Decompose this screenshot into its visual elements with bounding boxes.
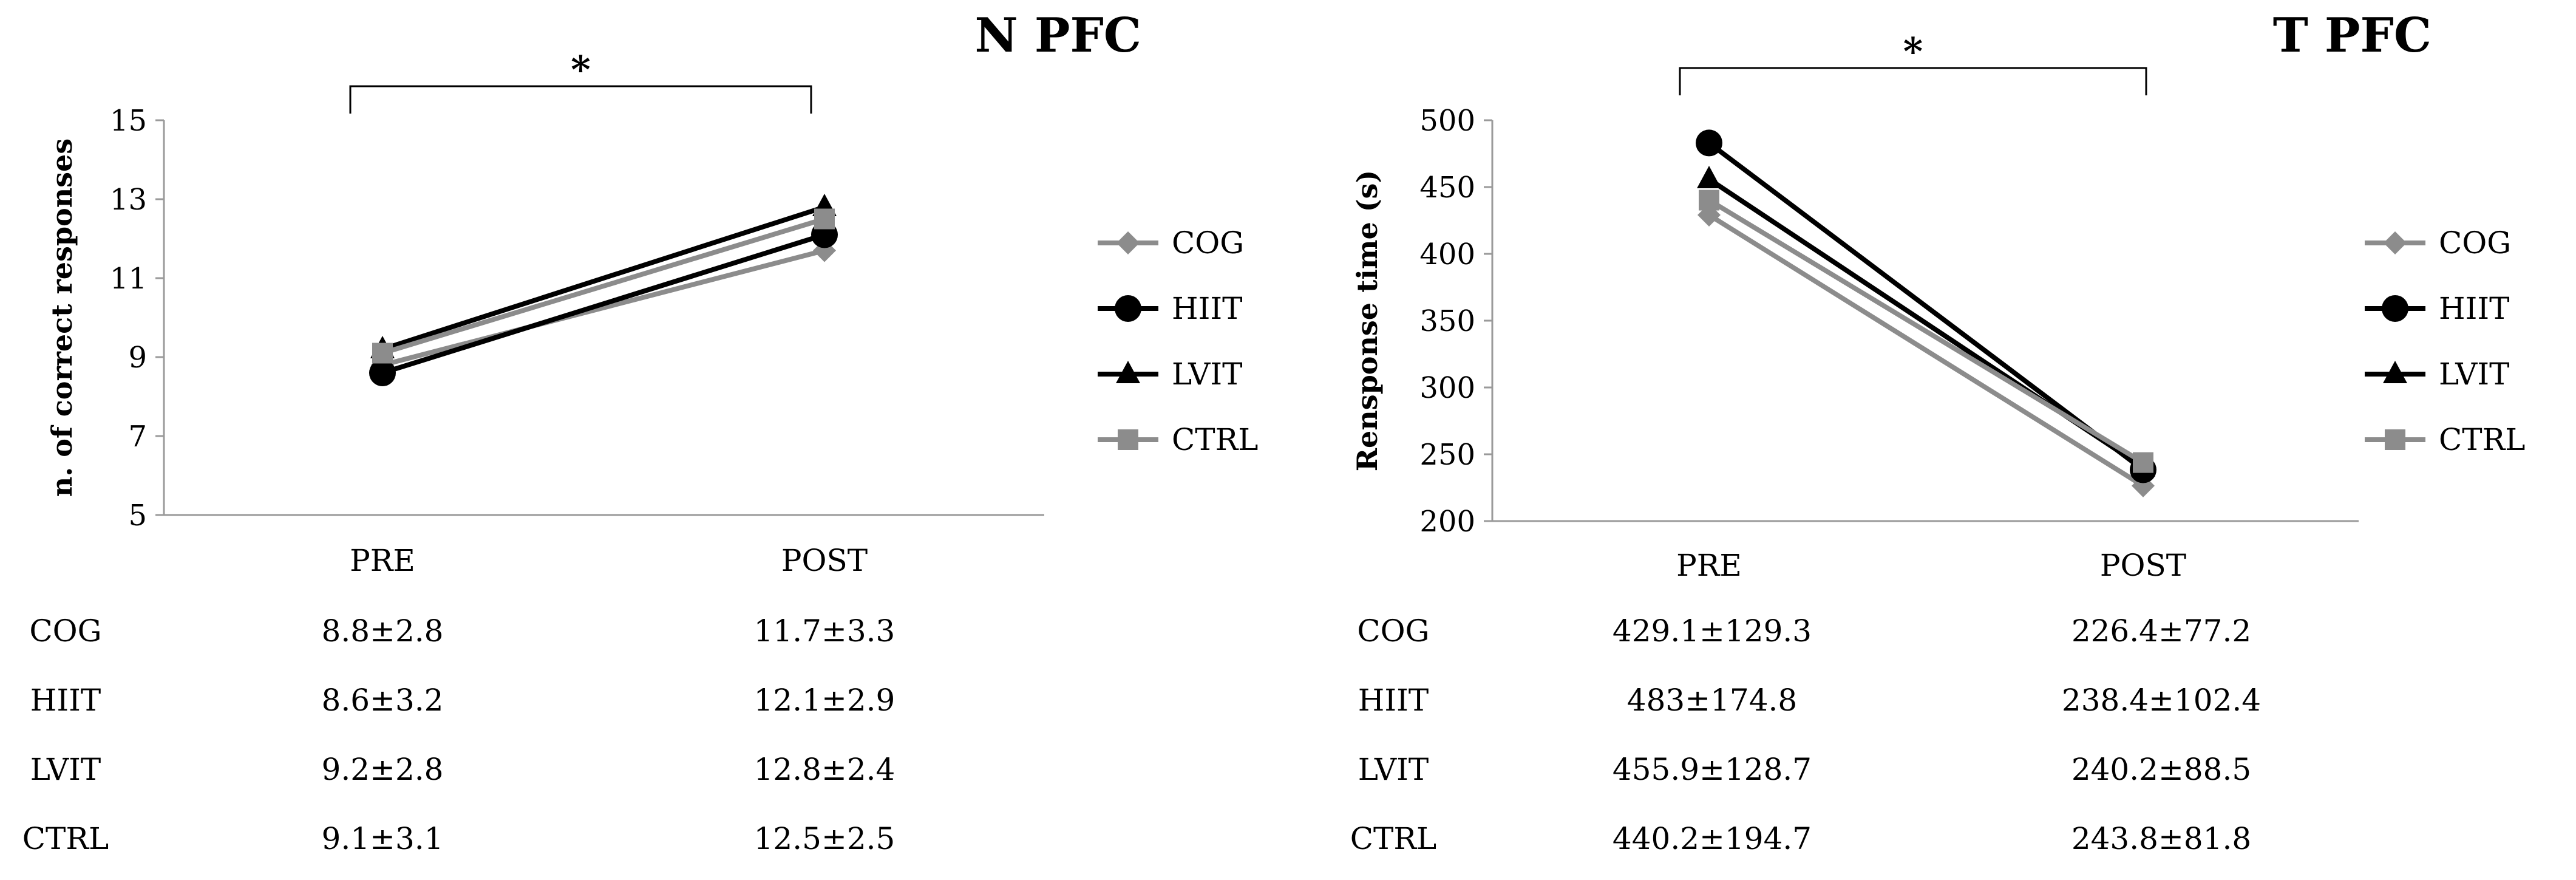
- series-line: [1707, 198, 2145, 465]
- table-cell: 9.1±3.1: [322, 821, 444, 856]
- table-cell: 8.8±2.8: [322, 613, 444, 649]
- chart-0: N PFC 5 7 9 11 13 15 n. of correct responses PRE…: [22, 8, 1259, 856]
- data-point: [814, 208, 835, 230]
- x-category-label: PRE: [1676, 548, 1742, 583]
- legend-marker: [2383, 361, 2407, 383]
- table-cell: 238.4±102.4: [2062, 683, 2261, 718]
- series-line: [381, 216, 826, 356]
- table-cell: 12.5±2.5: [754, 821, 895, 856]
- series-ctrl: [1699, 189, 2153, 473]
- legend-marker: [1116, 231, 1140, 254]
- legend-item-cog: COG: [1098, 225, 1244, 261]
- table-row-label: CTRL: [22, 821, 109, 856]
- y-tick-label: 11: [110, 262, 147, 296]
- legend-marker: [1116, 361, 1140, 383]
- chart-1: T PFC 200 250 300 350 400 450 500 Rensponse time…: [1350, 8, 2526, 856]
- legend-item-ctrl: CTRL: [2365, 422, 2525, 457]
- table-row-label: COG: [1357, 613, 1429, 649]
- x-category-label: POST: [2100, 548, 2186, 583]
- series-cog: [1698, 203, 2155, 497]
- data-point: [369, 360, 396, 386]
- chart-title: N PFC: [974, 8, 1141, 63]
- table-cell: 226.4±77.2: [2071, 613, 2251, 649]
- legend-marker: [2385, 429, 2405, 450]
- y-tick-label: 250: [1419, 438, 1475, 472]
- y-tick-label: 15: [110, 104, 147, 138]
- table-cell: 455.9±128.7: [1613, 752, 1812, 787]
- significance-bracket: [349, 85, 812, 114]
- y-tick-label: 400: [1419, 237, 1475, 271]
- table-cell: 8.6±3.2: [322, 683, 444, 718]
- table-row-label: LVIT: [1358, 752, 1429, 787]
- legend-label: CTRL: [1172, 422, 1258, 457]
- legend-marker: [1115, 295, 1141, 322]
- legend-item-hiit: HIIT: [1098, 291, 1242, 326]
- table-cell: 483±174.8: [1627, 683, 1797, 718]
- y-tick-label: 500: [1419, 104, 1475, 138]
- y-axis-label: n. of correct responses: [46, 138, 78, 497]
- legend-marker: [1118, 429, 1138, 450]
- legend-label: COG: [1172, 225, 1244, 261]
- x-category-label: POST: [781, 543, 868, 578]
- table-row-label: CTRL: [1350, 821, 1436, 856]
- table-cell: 429.1±129.3: [1613, 613, 1812, 649]
- legend-item-cog: COG: [2365, 225, 2511, 261]
- significance-marker: *: [571, 47, 590, 92]
- table-cell: 12.1±2.9: [754, 683, 895, 718]
- data-point: [372, 343, 393, 364]
- y-tick-label: 7: [128, 420, 147, 454]
- series-line: [381, 205, 826, 352]
- significance-marker: *: [1903, 29, 1923, 73]
- legend-label: COG: [2439, 225, 2511, 261]
- data-point: [1696, 129, 1722, 157]
- table-row-label: LVIT: [30, 752, 101, 787]
- y-tick-label: 350: [1419, 304, 1475, 338]
- series-ctrl: [372, 208, 835, 364]
- x-category-label: PRE: [350, 543, 415, 578]
- legend-label: HIIT: [2439, 291, 2509, 326]
- table-row-label: COG: [29, 613, 101, 649]
- legend-item-lvit: LVIT: [1098, 356, 1242, 392]
- table-row-label: HIIT: [1358, 683, 1429, 718]
- legend-label: HIIT: [1172, 291, 1242, 326]
- series-hiit: [369, 221, 838, 386]
- table-cell: 12.8±2.4: [754, 752, 895, 787]
- legend-item-lvit: LVIT: [2365, 356, 2509, 392]
- series-line: [381, 232, 826, 375]
- y-tick-label: 450: [1419, 171, 1475, 205]
- data-point: [1699, 189, 1719, 211]
- y-tick-label: 9: [128, 341, 147, 375]
- y-tick-label: 300: [1419, 371, 1475, 405]
- legend-marker: [2382, 295, 2408, 322]
- data-point: [2133, 452, 2153, 473]
- y-tick-label: 200: [1419, 505, 1475, 539]
- series-line: [1707, 141, 2145, 472]
- legend-label: CTRL: [2439, 422, 2525, 457]
- series-line: [381, 248, 826, 367]
- y-tick-label: 13: [110, 183, 147, 217]
- y-axis-label: Rensponse time (s): [1351, 170, 1384, 471]
- legend-item-hiit: HIIT: [2365, 291, 2509, 326]
- table-cell: 240.2±88.5: [2071, 752, 2251, 787]
- legend-label: LVIT: [2439, 356, 2509, 392]
- table-cell: 243.8±81.8: [2071, 821, 2251, 856]
- table-row-label: HIIT: [30, 683, 101, 718]
- significance-bracket: [1679, 67, 2147, 95]
- table-cell: 9.2±2.8: [322, 752, 444, 787]
- data-point: [1697, 166, 1721, 189]
- chart-title: T PFC: [2273, 8, 2432, 63]
- legend-item-ctrl: CTRL: [1098, 422, 1258, 457]
- table-cell: 11.7±3.3: [754, 613, 895, 649]
- series-line: [1707, 213, 2145, 488]
- legend-label: LVIT: [1172, 356, 1242, 392]
- y-tick-label: 5: [128, 499, 147, 533]
- legend-marker: [2384, 231, 2407, 254]
- table-cell: 440.2±194.7: [1613, 821, 1812, 856]
